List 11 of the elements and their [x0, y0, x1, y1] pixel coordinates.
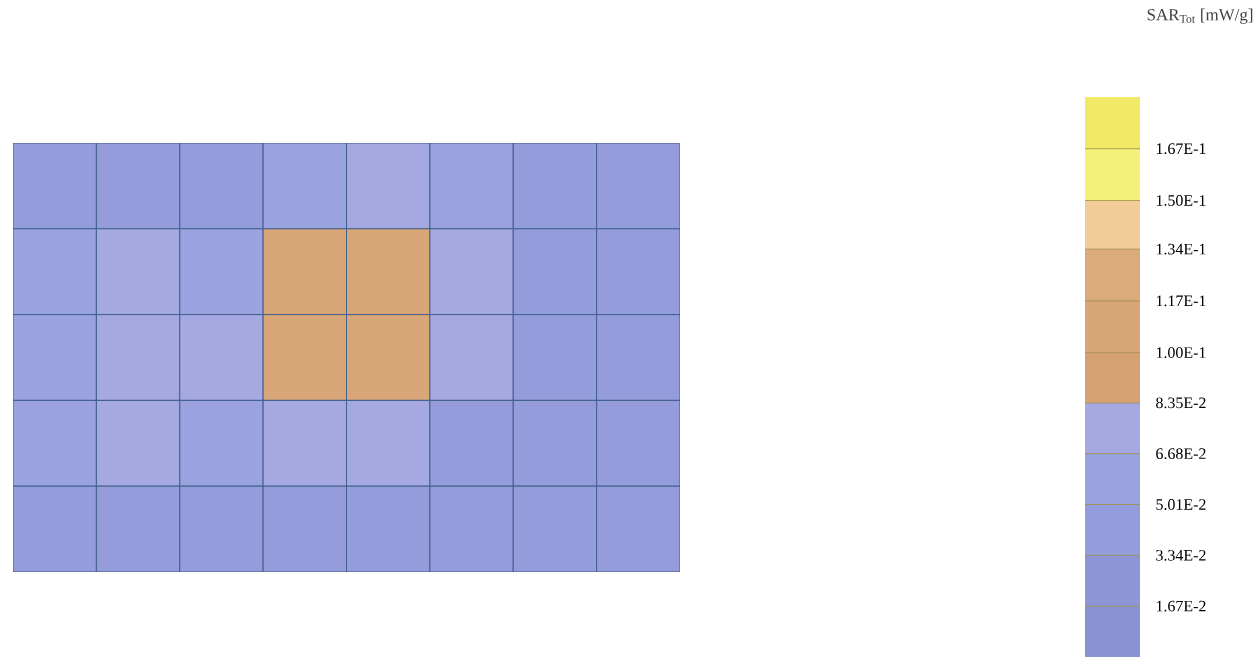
- color-bar-label: 3.34E-2: [1156, 549, 1206, 561]
- color-bar-label: 5.01E-2: [1156, 499, 1206, 510]
- color-bar-label: 1.50E-1: [1156, 195, 1206, 206]
- color-bar-label: 1.67E-2: [1156, 600, 1206, 612]
- color-bar-label: 1.67E-1: [1156, 143, 1206, 155]
- color-bar-label: 8.35E-2: [1156, 397, 1206, 409]
- color-bar-title: SAR$_{Tot}$ [mW/g]: [1147, 8, 1253, 24]
- color-bar-label: 1.17E-1: [1156, 295, 1206, 307]
- color-bar-label: 6.68E-2: [1156, 448, 1206, 460]
- color-bar-label: 1.00E-1: [1156, 347, 1206, 359]
- color-bar-label: 1.34E-1: [1156, 243, 1206, 255]
